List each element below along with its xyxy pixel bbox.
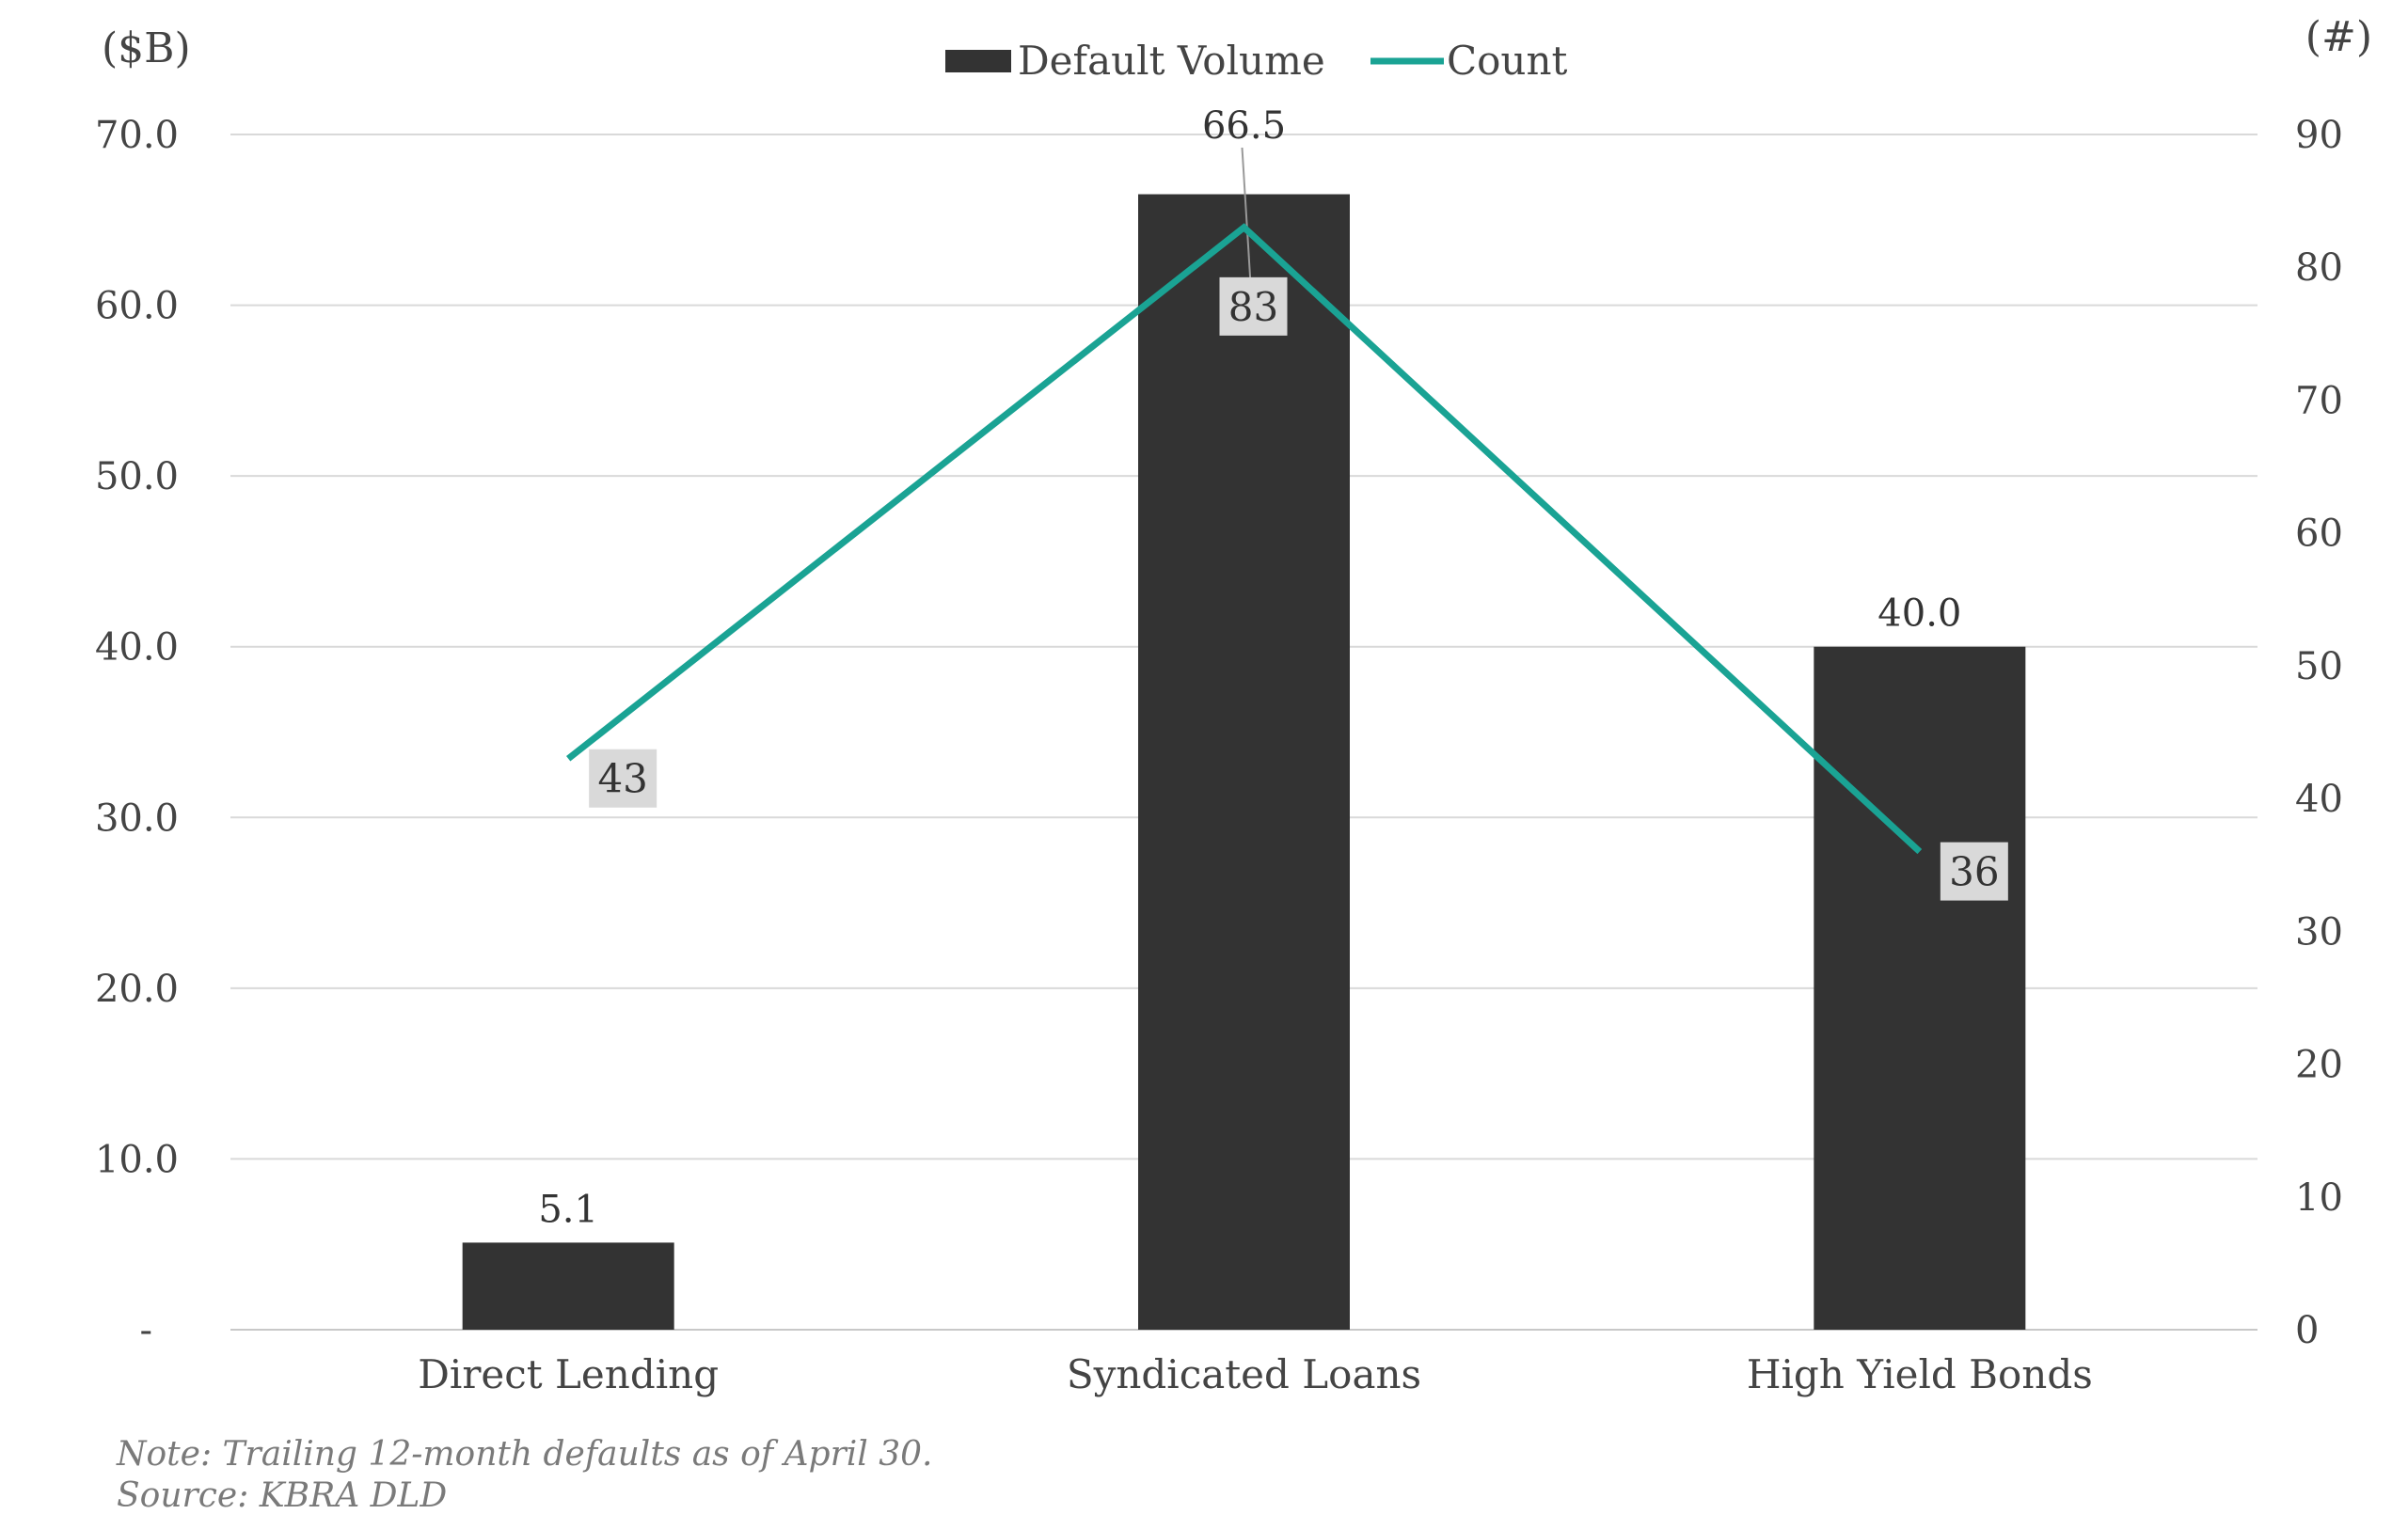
left-tick-label: - — [139, 1309, 152, 1352]
count-line — [566, 223, 1923, 855]
right-tick-label: 30 — [2295, 910, 2343, 954]
right-tick-label: 80 — [2295, 246, 2343, 290]
count-label-box — [589, 749, 657, 808]
footnote-source: Source: KBRA DLD — [117, 1476, 448, 1515]
bar-series — [462, 194, 2026, 1330]
bar — [1814, 646, 2026, 1330]
left-tick-label: 60.0 — [95, 285, 179, 328]
line-series: 43 83 36 — [566, 147, 2008, 901]
right-axis-unit: (#) — [2305, 13, 2372, 61]
right-tick-label: 50 — [2295, 645, 2343, 688]
legend: Default Volume Count — [945, 38, 1568, 84]
left-tick-label: 10.0 — [95, 1138, 179, 1181]
left-axis-unit: ($B) — [102, 24, 191, 72]
bar-value-label: 40.0 — [1877, 592, 1961, 636]
left-axis-ticks: - 10.0 20.0 30.0 40.0 50.0 60.0 70.0 — [95, 114, 179, 1352]
footnote-note: Note: Trailing 12-month defaults as of A… — [117, 1435, 933, 1474]
left-tick-label: 50.0 — [95, 455, 179, 498]
right-tick-label: 70 — [2295, 379, 2343, 422]
count-value-label: 36 — [1949, 849, 1999, 895]
count-label-box — [1940, 842, 2008, 901]
legend-swatch-default-volume — [945, 50, 1011, 72]
right-tick-label: 20 — [2295, 1044, 2343, 1087]
category-label: Syndicated Loans — [1067, 1351, 1421, 1397]
label-leader-line — [1241, 147, 1253, 300]
right-tick-label: 10 — [2295, 1176, 2343, 1220]
bar-value-label: 66.5 — [1202, 104, 1286, 148]
bar — [1138, 194, 1350, 1330]
bar-data-labels: 5.1 66.5 40.0 — [538, 104, 1961, 1231]
count-value-label: 83 — [1228, 284, 1278, 330]
right-tick-label: 0 — [2295, 1309, 2319, 1352]
bar-value-label: 5.1 — [538, 1188, 598, 1231]
left-tick-label: 40.0 — [95, 626, 179, 670]
category-labels: Direct Lending Syndicated Loans High Yield… — [418, 1351, 2093, 1397]
category-label: High Yield Bonds — [1747, 1351, 2093, 1397]
right-tick-label: 60 — [2295, 513, 2343, 556]
right-axis-ticks: 0 10 20 30 40 50 60 70 80 90 — [2295, 114, 2343, 1352]
right-tick-label: 40 — [2295, 778, 2343, 821]
left-tick-label: 70.0 — [95, 114, 179, 157]
left-tick-label: 30.0 — [95, 797, 179, 840]
legend-label-count: Count — [1447, 38, 1568, 84]
count-label-box — [1219, 276, 1288, 336]
category-label: Direct Lending — [418, 1351, 719, 1397]
legend-label-default-volume: Default Volume — [1018, 38, 1325, 84]
left-tick-label: 20.0 — [95, 968, 179, 1011]
right-tick-label: 90 — [2295, 114, 2343, 157]
bar — [462, 1242, 674, 1330]
count-value-label: 43 — [597, 756, 647, 802]
